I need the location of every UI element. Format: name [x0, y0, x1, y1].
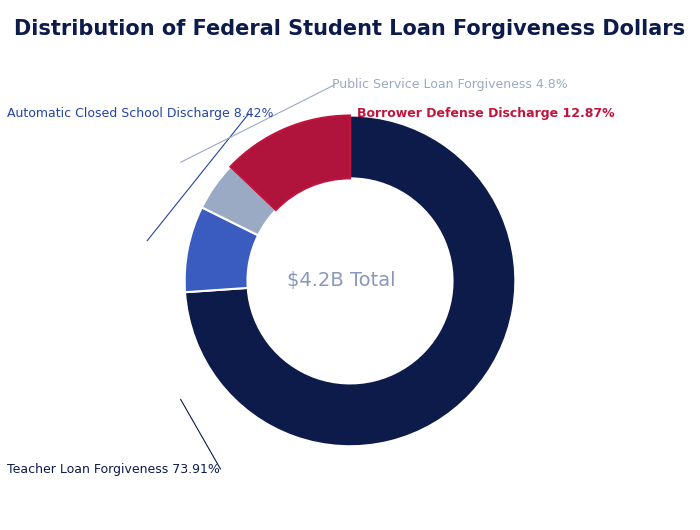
Text: Borrower Defense Discharge 12.87%: Borrower Defense Discharge 12.87%	[357, 108, 615, 120]
Wedge shape	[230, 116, 350, 210]
Wedge shape	[202, 167, 276, 235]
Wedge shape	[185, 207, 258, 292]
Text: Distribution of Federal Student Loan Forgiveness Dollars: Distribution of Federal Student Loan For…	[15, 19, 685, 39]
Text: Automatic Closed School Discharge 8.42%: Automatic Closed School Discharge 8.42%	[7, 108, 274, 120]
Wedge shape	[185, 116, 515, 446]
Text: $4.2B Total: $4.2B Total	[288, 271, 396, 290]
Text: Public Service Loan Forgiveness 4.8%: Public Service Loan Forgiveness 4.8%	[332, 78, 568, 91]
Text: Teacher Loan Forgiveness 73.91%: Teacher Loan Forgiveness 73.91%	[7, 463, 220, 475]
